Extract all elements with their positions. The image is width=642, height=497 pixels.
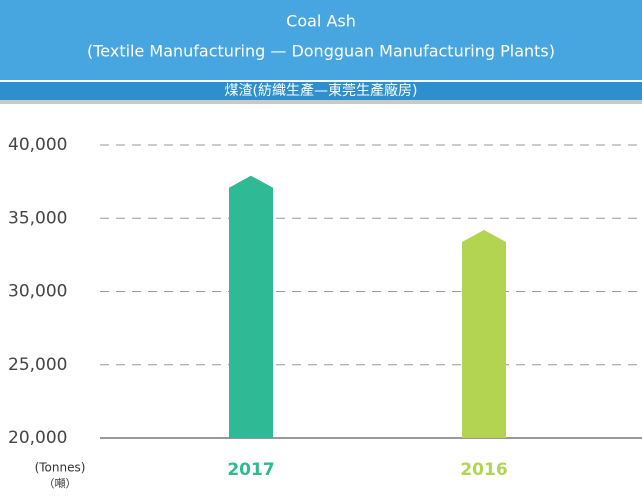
header-shadow xyxy=(0,100,642,104)
y-tick-label: 25,000 xyxy=(8,355,67,375)
chart-subtitle: (Textile Manufacturing — Dongguan Manufa… xyxy=(87,42,555,61)
header-separator xyxy=(0,80,642,82)
header-band xyxy=(0,0,642,80)
y-tick-label: 35,000 xyxy=(8,208,67,228)
y-tick-label: 30,000 xyxy=(8,282,67,302)
header-band-zh xyxy=(0,82,642,100)
x-tick-label: 2017 xyxy=(227,460,274,480)
chart-title-zh: 煤渣(紡織生產—東莞生產廠房) xyxy=(225,82,418,99)
y-tick-label: 20,000 xyxy=(8,428,67,448)
bar xyxy=(462,229,506,438)
x-tick-label: 2016 xyxy=(460,460,507,480)
y-unit-zh: （噸） xyxy=(44,476,77,490)
y-unit: (Tonnes) xyxy=(35,461,86,475)
bar xyxy=(229,175,273,438)
chart-title: Coal Ash xyxy=(286,12,356,31)
y-tick-label: 40,000 xyxy=(8,135,67,155)
